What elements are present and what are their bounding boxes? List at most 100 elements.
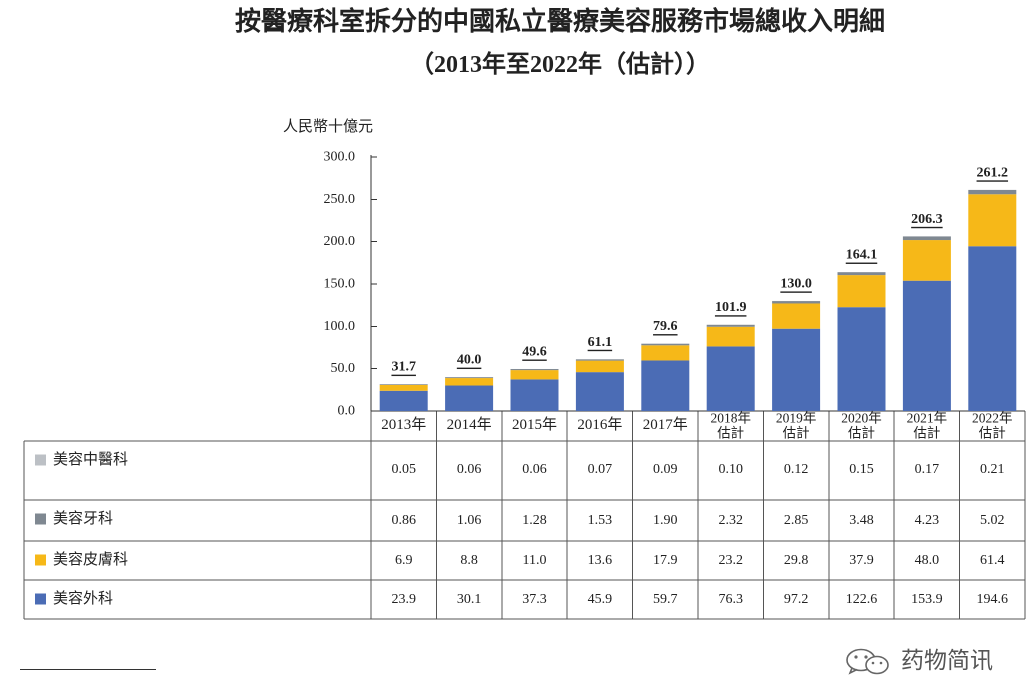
table-cell: 97.2 bbox=[784, 592, 809, 607]
chart-subtitle: （2013年至2022年（估計）） bbox=[410, 52, 710, 78]
bar-segment bbox=[706, 326, 755, 347]
table-cell: 23.2 bbox=[718, 553, 743, 568]
table-cell: 17.9 bbox=[653, 553, 678, 568]
x-tick-label: 2018年估計 bbox=[710, 411, 751, 441]
x-tick-label: 2013年 bbox=[381, 416, 426, 433]
table-cell: 0.09 bbox=[653, 462, 678, 477]
bar-segment bbox=[641, 360, 690, 411]
table-cell: 23.9 bbox=[391, 592, 416, 607]
table-cell: 61.4 bbox=[980, 553, 1005, 568]
bar-segment bbox=[837, 275, 886, 308]
bar-segment bbox=[379, 384, 428, 385]
bar-segment bbox=[837, 307, 886, 411]
bar-total-label: 206.3 bbox=[911, 212, 943, 227]
y-tick-label: 150.0 bbox=[324, 277, 356, 292]
table-cell: 48.0 bbox=[915, 553, 940, 568]
bar-segment bbox=[379, 390, 428, 411]
bar-segment bbox=[575, 359, 624, 361]
bar-total-label: 261.2 bbox=[977, 165, 1009, 180]
x-tick-label: 2015年 bbox=[512, 416, 557, 433]
table-cell: 122.6 bbox=[846, 592, 878, 607]
bar-segment bbox=[968, 190, 1017, 195]
table-cell: 1.90 bbox=[653, 513, 678, 528]
watermark-text: 药物简讯 bbox=[901, 648, 993, 674]
table-cell: 45.9 bbox=[588, 592, 613, 607]
bar-total-label: 61.1 bbox=[588, 335, 613, 350]
bar-segment bbox=[902, 236, 951, 241]
bar-segment bbox=[772, 303, 821, 329]
y-tick-label: 100.0 bbox=[324, 319, 356, 334]
table-cell: 13.6 bbox=[588, 553, 613, 568]
bar-total-label: 79.6 bbox=[653, 319, 678, 334]
bar-segment bbox=[575, 372, 624, 411]
table-cell: 0.07 bbox=[588, 462, 613, 477]
bar-segment bbox=[706, 346, 755, 411]
bar-segment bbox=[968, 194, 1017, 247]
legend-swatch bbox=[35, 513, 46, 525]
legend-label: 美容外科 bbox=[53, 590, 113, 607]
bar-segment bbox=[445, 378, 494, 386]
bar-segment bbox=[772, 328, 821, 411]
bar-stacks bbox=[379, 189, 1017, 411]
x-axis-labels: 2013年 2014年 2015年 2016年 2017年 2018年估計 2019年估計 2… bbox=[381, 411, 1012, 441]
chart-title: 按醫療科室拆分的中國私立醫療美容服務市場總收入明細 bbox=[234, 7, 885, 36]
legend-swatch bbox=[35, 593, 46, 605]
bar-total-label: 164.1 bbox=[846, 248, 878, 263]
bar-segment bbox=[510, 369, 559, 371]
table-cell: 76.3 bbox=[718, 592, 743, 607]
x-tick-label: 2016年 bbox=[577, 416, 622, 433]
table-cell: 0.06 bbox=[457, 462, 482, 477]
bar-segment bbox=[837, 272, 886, 276]
y-tick-label: 300.0 bbox=[324, 150, 356, 165]
legend-label: 美容中醫科 bbox=[53, 451, 128, 468]
table-cell: 3.48 bbox=[849, 513, 874, 528]
table-cell: 1.06 bbox=[457, 513, 482, 528]
wechat-icon bbox=[846, 648, 889, 675]
y-tick-label: 250.0 bbox=[324, 192, 356, 207]
bar-segment bbox=[445, 385, 494, 411]
table-cell: 2.85 bbox=[784, 513, 809, 528]
bar-total-label: 101.9 bbox=[715, 300, 747, 315]
x-tick-label: 2022年估計 bbox=[972, 411, 1013, 441]
bar-segment bbox=[902, 240, 951, 281]
table-cell: 8.8 bbox=[460, 553, 478, 568]
bar-segment bbox=[641, 345, 690, 361]
table-cell: 1.53 bbox=[588, 513, 613, 528]
x-tick-label: 2019年估計 bbox=[776, 411, 817, 441]
table-cell: 37.9 bbox=[849, 553, 874, 568]
legend-swatch bbox=[35, 454, 46, 466]
bar-segment bbox=[575, 360, 624, 373]
table-cell: 6.9 bbox=[395, 553, 413, 568]
table-cell: 2.32 bbox=[718, 513, 743, 528]
table-cell: 11.0 bbox=[523, 553, 547, 568]
bar-segment bbox=[706, 324, 755, 327]
table-cell: 30.1 bbox=[457, 592, 482, 607]
bar-total-label: 130.0 bbox=[780, 276, 812, 291]
footnote-rule bbox=[20, 669, 156, 670]
table-cell: 37.3 bbox=[522, 592, 547, 607]
bar-total-label: 31.7 bbox=[391, 360, 416, 375]
bar-segment bbox=[510, 379, 559, 411]
table-cell: 194.6 bbox=[977, 592, 1009, 607]
y-tick-label: 0.0 bbox=[338, 404, 356, 419]
y-axis-unit-label: 人民幣十億元 bbox=[283, 119, 374, 135]
table-cell: 153.9 bbox=[911, 592, 943, 607]
bar-segment bbox=[641, 343, 690, 346]
y-tick-label: 50.0 bbox=[331, 361, 356, 376]
bar-segment bbox=[379, 384, 428, 391]
total-labels: 31.7 40.0 49.6 61.1 79.6 101.9 130.0 164.1 206.3… bbox=[391, 165, 1008, 374]
table-cell: 59.7 bbox=[653, 592, 678, 607]
table-cell: 0.17 bbox=[915, 462, 940, 477]
table-cell: 0.12 bbox=[784, 462, 809, 477]
x-tick-label: 2014年 bbox=[447, 416, 492, 433]
x-tick-label: 2017年 bbox=[643, 416, 688, 433]
watermark: 药物简讯 bbox=[843, 648, 1023, 675]
table-cell: 0.06 bbox=[522, 462, 547, 477]
table-cell: 29.8 bbox=[784, 553, 809, 568]
bar-segment bbox=[445, 377, 494, 379]
bar-total-label: 49.6 bbox=[522, 345, 547, 360]
table-cell: 1.28 bbox=[522, 513, 547, 528]
bar-segment bbox=[772, 301, 821, 304]
table-cell: 0.15 bbox=[849, 462, 874, 477]
bar-segment bbox=[968, 246, 1017, 411]
